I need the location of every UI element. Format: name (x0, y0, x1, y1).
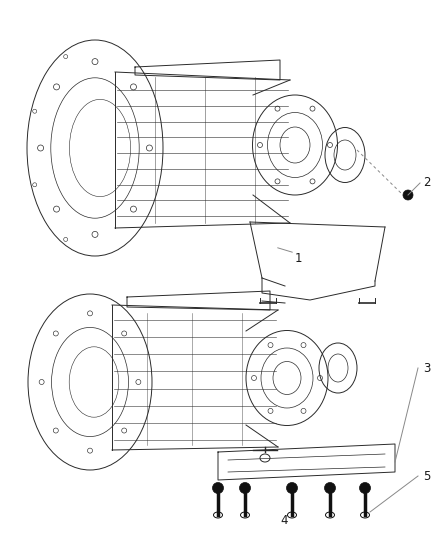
Text: 1: 1 (295, 252, 303, 264)
Text: 2: 2 (423, 176, 431, 190)
Ellipse shape (403, 190, 413, 200)
Ellipse shape (212, 482, 223, 494)
Text: 3: 3 (423, 361, 431, 375)
Ellipse shape (360, 482, 371, 494)
Text: 5: 5 (423, 470, 431, 482)
Ellipse shape (286, 482, 297, 494)
Ellipse shape (325, 482, 336, 494)
Text: 4: 4 (280, 513, 287, 527)
Ellipse shape (240, 482, 251, 494)
